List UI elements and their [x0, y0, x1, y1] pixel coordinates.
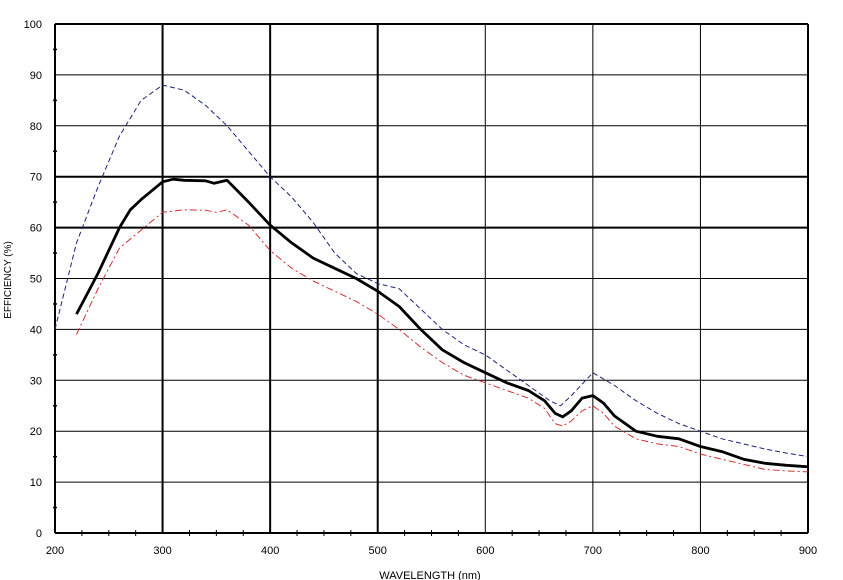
y-tick-label: 70	[30, 172, 42, 184]
series-line-lower	[76, 209, 809, 473]
y-tick-label: 10	[30, 477, 42, 489]
y-tick-label: 100	[24, 19, 42, 31]
series-line-typical	[75, 177, 809, 469]
x-tick-label: 800	[691, 545, 709, 557]
x-tick-label: 600	[476, 545, 494, 557]
y-tick-label: 30	[30, 375, 42, 387]
y-tick-label: 40	[30, 324, 42, 336]
y-tick-label: 50	[30, 274, 42, 286]
y-tick-label: 60	[30, 223, 42, 235]
x-tick-label: 300	[153, 545, 171, 557]
x-tick-label: 200	[46, 545, 64, 557]
x-tick-label: 700	[584, 545, 602, 557]
x-axis-label: WAVELENGTH (nm)	[379, 570, 480, 580]
x-tick-label: 400	[261, 545, 279, 557]
y-axis-label: EFFICIENCY (%)	[3, 241, 14, 319]
series-line-upper	[54, 84, 809, 458]
y-tick-label: 80	[30, 121, 42, 133]
x-tick-label: 500	[369, 545, 387, 557]
y-tick-label: 90	[30, 70, 42, 82]
y-tick-label: 20	[30, 426, 42, 438]
y-tick-label: 0	[36, 528, 42, 540]
x-tick-label: 900	[799, 545, 817, 557]
